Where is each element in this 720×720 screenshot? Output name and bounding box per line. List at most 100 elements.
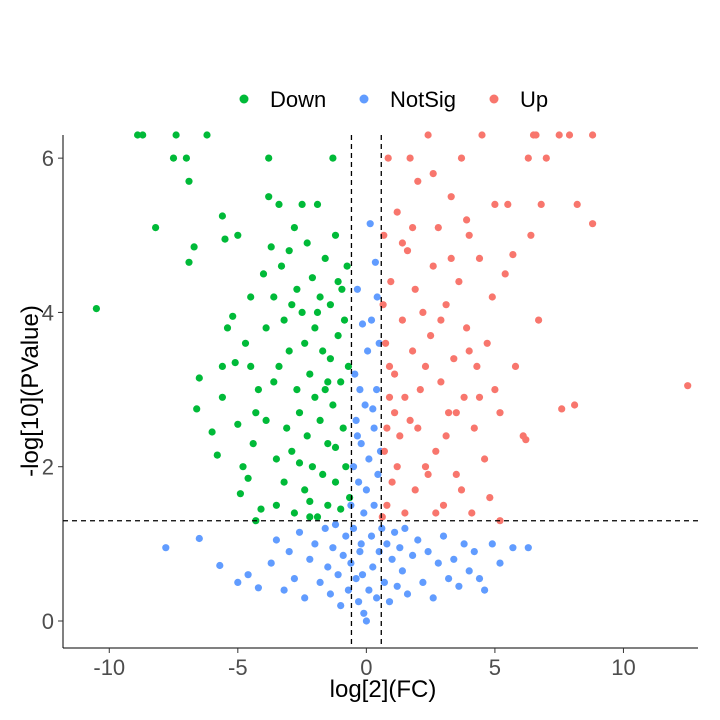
point-notsig <box>373 386 381 394</box>
point-up <box>385 393 394 401</box>
point-down <box>262 416 270 424</box>
point-notsig <box>403 590 412 598</box>
point-up <box>427 332 435 340</box>
point-down <box>259 270 268 278</box>
point-notsig <box>295 528 304 536</box>
point-down <box>254 386 262 394</box>
point-up <box>416 386 424 394</box>
point-notsig <box>385 598 394 606</box>
point-up <box>542 154 550 162</box>
point-notsig <box>357 440 365 448</box>
point-up <box>481 455 489 463</box>
x-tick-label: 0 <box>360 655 372 680</box>
x-axis-ticks: -10 -5 0 5 10 <box>93 648 636 680</box>
point-down <box>334 332 342 340</box>
point-notsig <box>398 567 406 575</box>
point-notsig <box>429 594 437 602</box>
point-up <box>421 362 430 370</box>
point-down <box>185 258 193 266</box>
point-down <box>172 131 180 139</box>
legend-key-up <box>489 94 499 104</box>
point-notsig <box>361 401 369 409</box>
point-notsig <box>324 563 332 571</box>
point-down <box>134 131 142 139</box>
point-notsig <box>470 548 478 556</box>
legend-label-notsig: NotSig <box>390 87 456 112</box>
plot-area <box>62 131 698 649</box>
point-up <box>447 254 455 262</box>
point-notsig <box>355 478 363 486</box>
point-down <box>319 347 327 355</box>
point-notsig <box>373 293 381 301</box>
legend-key-down <box>239 94 249 104</box>
point-down <box>293 285 301 293</box>
point-down <box>326 355 334 363</box>
point-down <box>190 243 198 251</box>
point-notsig <box>329 544 337 552</box>
point-up <box>414 177 422 185</box>
point-notsig <box>360 609 368 617</box>
point-up <box>565 131 574 139</box>
point-down <box>316 293 324 301</box>
point-down <box>231 359 239 367</box>
point-down <box>329 401 337 409</box>
point-down <box>195 374 203 382</box>
point-notsig <box>216 561 224 570</box>
point-up <box>589 220 597 228</box>
point-down <box>298 308 306 316</box>
point-down <box>275 362 283 370</box>
point-down <box>324 501 332 509</box>
point-notsig <box>355 598 363 606</box>
point-down <box>249 440 257 448</box>
point-down <box>221 235 229 243</box>
x-tick-label: 10 <box>611 655 635 680</box>
point-down <box>218 393 226 401</box>
point-up <box>398 239 406 247</box>
point-up <box>429 170 437 178</box>
point-down <box>229 312 237 320</box>
point-up <box>419 308 427 316</box>
point-down <box>285 347 293 355</box>
point-notsig <box>344 586 352 594</box>
point-notsig <box>195 534 203 543</box>
point-up <box>391 409 399 417</box>
point-down <box>283 424 291 432</box>
point-down <box>247 362 255 370</box>
y-tick-label: 6 <box>42 146 54 171</box>
point-notsig <box>434 559 442 567</box>
point-up <box>429 262 437 270</box>
point-up <box>437 316 445 324</box>
point-up <box>478 131 486 139</box>
point-down <box>337 378 345 386</box>
point-down <box>306 370 314 378</box>
point-notsig <box>301 594 309 602</box>
y-axis-ticks: 0 2 4 6 <box>42 146 63 634</box>
point-up <box>378 513 386 521</box>
point-down <box>306 497 314 505</box>
point-notsig <box>321 524 329 533</box>
point-notsig <box>272 536 280 544</box>
point-up <box>463 216 471 224</box>
point-up <box>468 509 476 517</box>
point-down <box>223 324 232 332</box>
point-up <box>403 247 412 255</box>
point-up <box>501 270 509 278</box>
point-down <box>208 428 216 436</box>
point-up <box>380 231 388 239</box>
point-up <box>384 154 392 162</box>
point-down <box>303 432 311 440</box>
point-up <box>421 463 430 471</box>
point-up <box>473 362 481 370</box>
point-up <box>452 470 460 478</box>
point-notsig <box>358 571 367 579</box>
point-down <box>169 154 178 162</box>
point-up <box>455 278 463 286</box>
threshold-lines <box>63 135 698 648</box>
point-notsig <box>365 455 373 463</box>
point-down <box>311 324 319 332</box>
point-down <box>313 200 322 208</box>
point-down <box>92 305 100 313</box>
point-up <box>388 478 396 486</box>
point-up <box>470 424 478 432</box>
legend-label-up: Up <box>520 87 548 112</box>
